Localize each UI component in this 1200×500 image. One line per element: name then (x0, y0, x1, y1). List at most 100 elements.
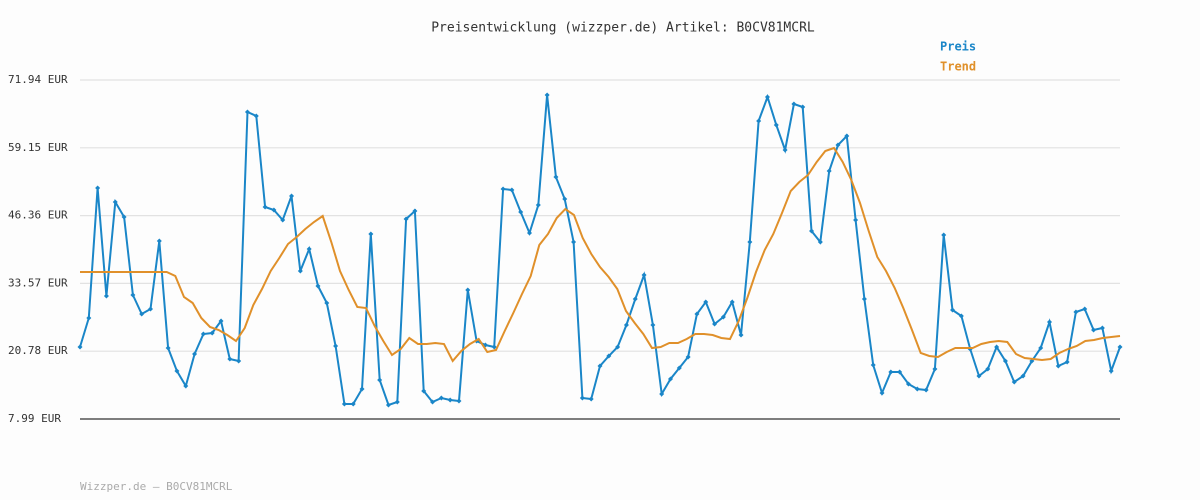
point-marker (632, 296, 638, 302)
point-marker (95, 185, 101, 191)
point-marker (826, 168, 832, 174)
point-marker (1082, 306, 1088, 312)
point-marker (791, 101, 797, 107)
point-marker (905, 381, 911, 387)
point-marker (756, 118, 762, 124)
y-tick-label: 7.99 EUR (8, 412, 61, 425)
point-marker (280, 217, 286, 223)
point-marker (597, 363, 603, 369)
point-marker (668, 376, 674, 382)
point-marker (253, 113, 259, 119)
point-marker (271, 207, 277, 213)
point-marker (579, 395, 585, 401)
point-marker (879, 390, 885, 396)
point-marker (103, 293, 109, 299)
point-marker (112, 199, 118, 205)
point-marker (403, 216, 409, 222)
point-marker (861, 296, 867, 302)
point-marker (1099, 325, 1105, 331)
point-marker (676, 365, 682, 371)
point-marker (341, 401, 347, 407)
point-marker (509, 187, 515, 193)
point-marker (800, 104, 806, 110)
series-line (80, 146, 1121, 363)
point-marker (1117, 344, 1123, 350)
point-marker (1011, 379, 1017, 385)
point-marker (950, 307, 956, 313)
point-marker (720, 314, 726, 320)
series-line (79, 93, 1121, 407)
point-marker (817, 239, 823, 245)
point-marker (1046, 319, 1052, 325)
y-tick-label: 20.78 EUR (8, 344, 68, 357)
point-marker (535, 202, 541, 208)
point-marker (174, 368, 180, 374)
legend-label: Preis (940, 40, 976, 54)
point-marker (994, 344, 1000, 350)
point-marker (571, 239, 577, 245)
point-marker (209, 330, 215, 336)
point-marker (747, 239, 753, 245)
point-marker (192, 351, 198, 357)
point-marker (368, 231, 374, 237)
point-marker (1055, 363, 1061, 369)
point-marker (359, 386, 365, 392)
point-marker (562, 196, 568, 202)
point-marker (685, 354, 691, 360)
point-marker (377, 377, 383, 383)
footer: Wizzper.de – B0CV81MCRL (80, 480, 233, 493)
point-marker (641, 272, 647, 278)
point-marker (941, 232, 947, 238)
point-marker (712, 321, 718, 327)
point-marker (315, 283, 321, 289)
point-marker (544, 92, 550, 98)
point-marker (306, 246, 312, 252)
point-marker (297, 268, 303, 274)
point-marker (148, 306, 154, 312)
point-marker (888, 369, 894, 375)
legend-label: Trend (940, 60, 976, 74)
point-marker (914, 386, 920, 392)
point-marker (773, 122, 779, 128)
point-marker (412, 208, 418, 214)
point-marker (139, 311, 145, 317)
point-marker (1002, 358, 1008, 364)
point-marker (227, 356, 233, 362)
point-marker (438, 395, 444, 401)
point-marker (456, 398, 462, 404)
point-marker (350, 401, 356, 407)
y-tick-label: 59.15 EUR (8, 141, 68, 154)
point-marker (394, 399, 400, 405)
point-marker (244, 109, 250, 115)
chart-title: Preisentwicklung (wizzper.de) Artikel: B… (431, 21, 815, 36)
point-marker (236, 358, 242, 364)
point-marker (430, 399, 436, 405)
point-marker (932, 366, 938, 372)
point-marker (976, 373, 982, 379)
point-marker (553, 174, 559, 180)
point-marker (650, 322, 656, 328)
point-marker (588, 396, 594, 402)
y-tick-label: 46.36 EUR (8, 209, 68, 222)
point-marker (491, 344, 497, 350)
point-marker (289, 193, 295, 199)
point-marker (1038, 345, 1044, 351)
point-marker (764, 94, 770, 100)
point-marker (200, 331, 206, 337)
point-marker (421, 388, 427, 394)
point-marker (130, 292, 136, 298)
point-marker (121, 214, 127, 220)
point-marker (526, 230, 532, 236)
point-marker (729, 299, 735, 305)
point-marker (615, 344, 621, 350)
point-marker (86, 315, 92, 321)
point-marker (165, 345, 171, 351)
point-marker (606, 353, 612, 359)
point-marker (809, 228, 815, 234)
point-marker (623, 322, 629, 328)
y-tick-label: 33.57 EUR (8, 276, 68, 289)
point-marker (465, 287, 471, 293)
point-marker (218, 318, 224, 324)
